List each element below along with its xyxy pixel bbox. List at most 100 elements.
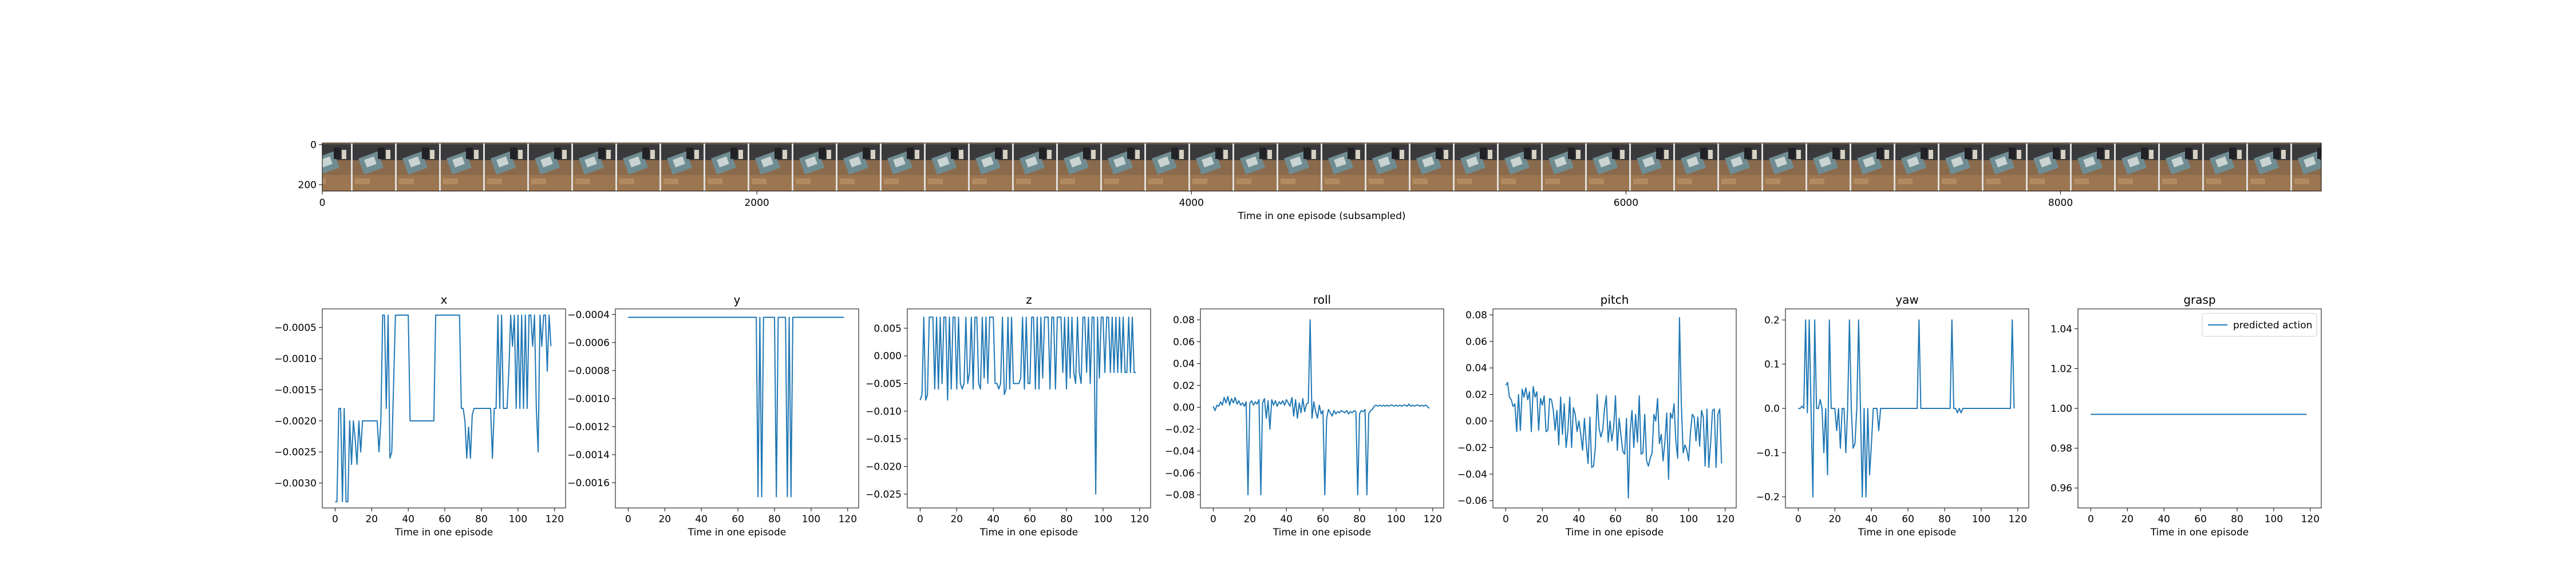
filmstrip-y-tick-label: 200 <box>298 180 317 191</box>
y-tick-label: −0.0015 <box>274 384 317 396</box>
y-tick-label: −0.06 <box>1165 468 1195 479</box>
filmstrip-frame <box>322 142 2322 192</box>
x-tick-label: 80 <box>475 514 488 525</box>
subplot-title: roll <box>1313 293 1331 307</box>
y-tick-label: −0.02 <box>1457 442 1487 454</box>
x-axis-label: Time in one episode <box>394 527 493 538</box>
filmstrip-x-tick-label: 2000 <box>744 197 769 209</box>
axes-frame <box>322 308 566 509</box>
y-tick-label: 0.08 <box>1173 315 1195 326</box>
x-tick-label: 120 <box>839 514 857 525</box>
y-tick-label: 0.06 <box>1465 336 1487 348</box>
y-tick-label: 0.06 <box>1173 336 1195 348</box>
y-tick-label: −0.0004 <box>567 309 610 321</box>
y-tick-label: −0.025 <box>866 489 902 500</box>
x-axis-label: Time in one episode <box>1858 527 1956 538</box>
y-tick-label: −0.08 <box>1165 490 1195 501</box>
y-tick-label: −0.0010 <box>274 353 317 365</box>
x-tick-label: 100 <box>1094 514 1112 525</box>
y-tick-label: 0.02 <box>1173 380 1195 392</box>
y-tick-label: −0.0020 <box>274 416 317 427</box>
y-tick-label: −0.0025 <box>274 447 317 458</box>
y-tick-label: 0.2 <box>1764 315 1780 326</box>
series-line <box>1798 319 2015 498</box>
x-tick-label: 100 <box>1972 514 1990 525</box>
subplot-y: y 0 20 40 60 80 100 120 −0.0016 −0.0014 −0.0012 −0.… <box>567 293 859 538</box>
x-tick-label: 40 <box>1865 514 1878 525</box>
subplot-roll: roll 0 20 40 60 80 100 120 −0.08 −0.06 −0.04 −0.02 0… <box>1165 293 1444 538</box>
y-tick-label: −0.02 <box>1165 424 1195 435</box>
y-tick-label: −0.04 <box>1457 469 1487 480</box>
axes-frame <box>1200 308 1444 509</box>
filmstrip-x-tick-label: 4000 <box>1179 197 1204 209</box>
filmstrip-x-ticks: 0 2000 4000 6000 8000 <box>319 191 2073 209</box>
series-line <box>628 316 844 498</box>
filmstrip-y-tick-label: 0 <box>310 140 317 151</box>
series-line <box>1505 317 1722 499</box>
y-tick-label: −0.0006 <box>567 337 610 349</box>
y-tick-label: 1.00 <box>2050 403 2072 415</box>
filmstrip-x-tick-label: 8000 <box>2048 197 2073 209</box>
subplot-title: z <box>1026 293 1032 307</box>
x-tick-label: 100 <box>1680 514 1698 525</box>
y-tick-label: −0.020 <box>866 462 902 473</box>
y-tick-label: −0.0012 <box>567 422 610 433</box>
y-tick-label: 0.005 <box>874 323 902 335</box>
y-tick-label: 0.1 <box>1764 359 1780 371</box>
x-tick-label: 120 <box>1131 514 1149 525</box>
x-tick-label: 40 <box>1280 514 1293 525</box>
x-tick-label: 0 <box>1795 514 1801 525</box>
subplot-x: x 0 20 40 60 80 100 120 −0.0030 −0.0025 −0.0020 −0.… <box>274 293 566 538</box>
subplot-title: pitch <box>1601 293 1629 307</box>
y-tick-label: −0.015 <box>866 434 902 445</box>
x-tick-label: 120 <box>546 514 564 525</box>
y-tick-label: 0.0 <box>1764 403 1780 415</box>
y-tick-label: 0.000 <box>874 351 902 362</box>
x-tick-label: 120 <box>2301 514 2320 525</box>
y-tick-label: 0.96 <box>2050 483 2072 494</box>
filmstrip-x-tick-label: 0 <box>319 197 326 209</box>
y-tick-label: −0.0016 <box>567 478 610 489</box>
filmstrip-image <box>322 143 2321 191</box>
x-tick-label: 60 <box>1317 514 1329 525</box>
y-tick-label: 0.04 <box>1173 359 1195 370</box>
y-tick-label: 0.08 <box>1465 309 1487 321</box>
filmstrip-y-ticks: 0 200 <box>298 140 322 191</box>
y-tick-label: 0.00 <box>1465 416 1487 427</box>
x-tick-label: 0 <box>1503 514 1509 525</box>
y-tick-label: −0.2 <box>1756 492 1780 503</box>
legend-label: predicted action <box>2233 320 2312 331</box>
x-tick-label: 20 <box>365 514 378 525</box>
x-tick-label: 80 <box>2231 514 2243 525</box>
subplot-title: grasp <box>2183 293 2215 307</box>
x-tick-label: 0 <box>2088 514 2094 525</box>
subplot-title: y <box>734 293 741 307</box>
subplot-pitch: pitch 0 20 40 60 80 100 120 −0.06 −0.04 −0.02 0.00 0… <box>1457 293 1737 538</box>
y-tick-label: 0.04 <box>1465 363 1487 374</box>
x-axis-label: Time in one episode <box>2150 527 2249 538</box>
x-tick-label: 0 <box>1210 514 1216 525</box>
y-tick-label: −0.1 <box>1756 447 1780 459</box>
y-tick-label: 0.98 <box>2050 443 2072 455</box>
x-tick-label: 0 <box>332 514 338 525</box>
y-tick-label: −0.0030 <box>274 478 317 490</box>
y-tick-label: −0.010 <box>866 406 902 418</box>
subplot-yaw: yaw 0 20 40 60 80 100 120 −0.2 −0.1 0.0 0.1 0.2 Time … <box>1756 293 2029 538</box>
x-tick-label: 80 <box>1060 514 1073 525</box>
y-tick-label: −0.005 <box>866 379 902 390</box>
action-subplots: x 0 20 40 60 80 100 120 −0.0030 −0.0025 −0.0020 −0.… <box>274 293 2322 538</box>
x-tick-label: 60 <box>732 514 744 525</box>
subplot-title: yaw <box>1895 293 1918 307</box>
x-tick-label: 100 <box>802 514 820 525</box>
y-tick-label: 1.04 <box>2050 324 2072 335</box>
x-tick-label: 60 <box>438 514 451 525</box>
subplot-z: z 0 20 40 60 80 100 120 −0.025 −0.020 −0.015 −0.010… <box>866 293 1151 538</box>
x-axis-label: Time in one episode <box>1273 527 1371 538</box>
series-line <box>1212 319 1430 496</box>
x-tick-label: 20 <box>1828 514 1841 525</box>
x-tick-label: 100 <box>1387 514 1405 525</box>
x-tick-label: 120 <box>1716 514 1735 525</box>
y-tick-label: −0.0010 <box>567 394 610 405</box>
x-tick-label: 20 <box>1536 514 1548 525</box>
